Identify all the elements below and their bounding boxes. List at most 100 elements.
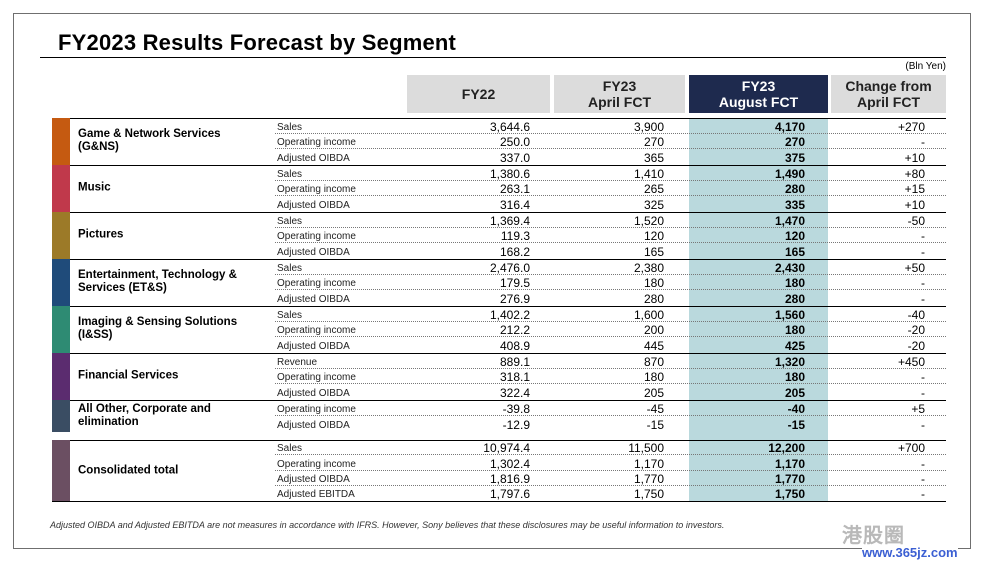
segment-name: Music xyxy=(78,182,258,195)
header-fy22: FY22 xyxy=(407,75,550,113)
table-row: Adjusted OIBDA 322.4 205 205 - xyxy=(52,384,946,400)
segment-block: Consolidated total Sales 10,974.4 11,500 12,… xyxy=(52,440,946,502)
cell-fy23-april: 205 xyxy=(643,385,664,400)
row-dotted-divider xyxy=(275,320,946,322)
segment-block: Pictures Sales 1,369.4 1,520 1,470 -50 Operati… xyxy=(52,212,946,259)
cell-fy22: -12.9 xyxy=(502,418,530,432)
segment-color-bar xyxy=(52,306,70,353)
cell-fy23-august: 425 xyxy=(784,338,805,353)
row-dotted-divider xyxy=(275,195,946,197)
row-metric-label: Operating income xyxy=(277,137,356,149)
segment-color-bar xyxy=(52,118,70,165)
unit-label: (Bln Yen) xyxy=(905,61,946,72)
cell-fy23-april: -15 xyxy=(646,418,664,432)
cell-fy22: 1,402.2 xyxy=(489,307,530,322)
row-metric-label: Sales xyxy=(277,443,303,455)
cell-fy23-april: 3,900 xyxy=(633,119,664,134)
cell-fy23-april: -45 xyxy=(646,402,664,416)
row-dotted-divider xyxy=(275,148,946,150)
cell-fy23-april: 1,600 xyxy=(633,307,664,322)
row-metric-label: Operating income xyxy=(277,372,356,384)
header-fy22-label: FY22 xyxy=(461,86,496,102)
cell-fy23-april: 325 xyxy=(643,197,664,212)
row-metric-label: Operating income xyxy=(277,404,356,415)
table-row: Operating income 212.2 200 180 -20 xyxy=(52,322,946,338)
cell-fy23-april: 165 xyxy=(643,244,664,259)
cell-fy23-august: 1,320 xyxy=(774,354,805,369)
segment-name-line2: (G&NS) xyxy=(78,141,119,154)
header-apr-line1: FY23 xyxy=(602,78,637,94)
table-row: Adjusted OIBDA 316.4 325 335 +10 xyxy=(52,196,946,212)
segment-divider xyxy=(52,400,946,401)
cell-change: +270 xyxy=(897,119,925,134)
august-fct-highlight-column xyxy=(689,118,828,501)
header-fy23-april-fct: FY23 April FCT xyxy=(554,75,685,113)
cell-fy23-august: 180 xyxy=(784,276,805,291)
cell-change: - xyxy=(921,370,925,385)
segment-block: Entertainment, Technology & Services (ET&… xyxy=(52,259,946,306)
segment-block: All Other, Corporate and elimination Opera… xyxy=(52,400,946,432)
cell-fy23-august: 4,170 xyxy=(774,119,805,134)
cell-fy23-august: -40 xyxy=(787,402,805,416)
segment-color-bar xyxy=(52,165,70,212)
cell-change: - xyxy=(921,487,925,502)
cell-fy23-april: 365 xyxy=(643,150,664,165)
cell-fy22: 2,476.0 xyxy=(489,260,530,275)
footnote: Adjusted OIBDA and Adjusted EBITDA are n… xyxy=(50,520,725,530)
row-dotted-divider xyxy=(275,469,946,471)
segment-block: Music Sales 1,380.6 1,410 1,490 +80 Operating … xyxy=(52,165,946,212)
row-metric-label: Adjusted OIBDA xyxy=(277,340,350,352)
row-dotted-divider xyxy=(275,484,946,486)
cell-change: - xyxy=(921,456,925,471)
segment-name-line1: Financial Services xyxy=(78,369,179,382)
row-metric-label: Adjusted OIBDA xyxy=(277,420,350,431)
table-row: Sales 2,476.0 2,380 2,430 +50 xyxy=(52,259,946,275)
table-row: Operating income 179.5 180 180 - xyxy=(52,275,946,291)
table-row: Adjusted OIBDA -12.9 -15 -15 - xyxy=(52,416,946,432)
row-metric-label: Revenue xyxy=(277,356,318,368)
row-metric-label: Adjusted OIBDA xyxy=(277,387,350,399)
segment-color-bar xyxy=(52,259,70,306)
cell-fy23-august: 165 xyxy=(784,244,805,259)
cell-fy22: 1,380.6 xyxy=(489,166,530,181)
row-dotted-divider xyxy=(275,383,946,385)
cell-fy23-april: 180 xyxy=(643,370,664,385)
cell-fy23-august: 1,490 xyxy=(774,166,805,181)
row-metric-label: Sales xyxy=(277,168,303,180)
table-row: Sales 1,380.6 1,410 1,490 +80 xyxy=(52,165,946,181)
row-metric-label: Operating income xyxy=(277,231,356,243)
cell-fy23-august: 280 xyxy=(784,291,805,306)
row-metric-label: Operating income xyxy=(277,278,356,290)
header-aug-line2: August FCT xyxy=(718,94,799,110)
cell-fy23-august: -15 xyxy=(787,418,805,432)
cell-fy23-april: 1,770 xyxy=(633,471,664,486)
segment-divider xyxy=(52,165,946,166)
table-row: Adjusted OIBDA 408.9 445 425 -20 xyxy=(52,337,946,353)
row-dotted-divider xyxy=(275,179,946,181)
cell-change: - xyxy=(921,135,925,150)
page-title: FY2023 Results Forecast by Segment xyxy=(58,30,457,55)
segment-color-bar xyxy=(52,353,70,400)
cell-fy23-april: 1,520 xyxy=(633,213,664,228)
cell-fy23-april: 1,170 xyxy=(633,456,664,471)
segment-name-line1: Game & Network Services xyxy=(78,128,221,141)
cell-change: +450 xyxy=(897,354,925,369)
segment-name: Imaging & Sensing Solutions (I&SS) xyxy=(78,316,258,342)
cell-fy22: 3,644.6 xyxy=(489,119,530,134)
table-row: Adjusted OIBDA 337.0 365 375 +10 xyxy=(52,149,946,165)
cell-change: +50 xyxy=(904,260,925,275)
cell-fy23-april: 270 xyxy=(643,135,664,150)
row-metric-label: Operating income xyxy=(277,325,356,337)
cell-fy23-april: 870 xyxy=(643,354,664,369)
cell-change: - xyxy=(921,471,925,486)
table-row: Sales 10,974.4 11,500 12,200 +700 xyxy=(52,440,946,456)
segment-name-line2: Services (ET&S) xyxy=(78,282,167,295)
title-divider xyxy=(40,57,946,58)
cell-fy23-august: 375 xyxy=(784,150,805,165)
segment-name-line1: Imaging & Sensing Solutions xyxy=(78,316,238,329)
watermark-url: www.365jz.com xyxy=(862,545,958,560)
segment-name-line2: (I&SS) xyxy=(78,329,113,342)
table-row: Sales 1,402.2 1,600 1,560 -40 xyxy=(52,306,946,322)
cell-change: - xyxy=(921,291,925,306)
row-dotted-divider xyxy=(275,454,946,456)
